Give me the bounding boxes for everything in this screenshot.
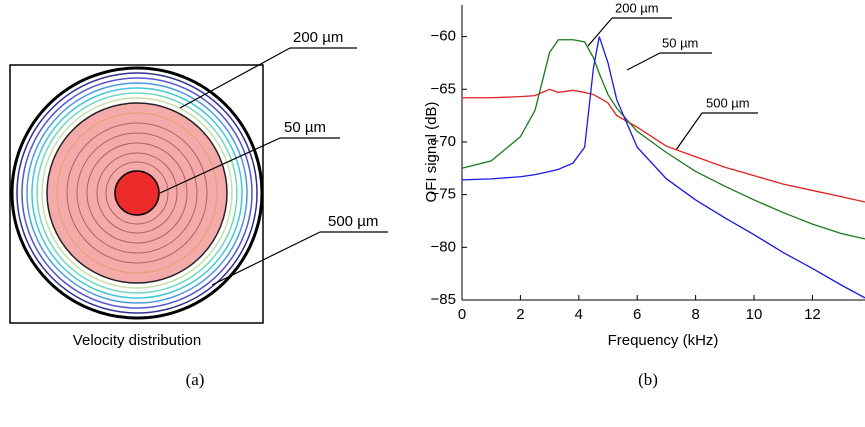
leader bbox=[211, 231, 321, 286]
x-axis-label: Frequency (kHz) bbox=[608, 332, 719, 349]
ring bbox=[66, 122, 208, 264]
ring bbox=[26, 82, 248, 304]
x-tick-label: 8 bbox=[691, 306, 699, 323]
leader bbox=[675, 112, 703, 151]
ring bbox=[56, 112, 218, 274]
series-line bbox=[461, 36, 865, 299]
x-tick-label: 12 bbox=[804, 306, 821, 323]
x-tick-label: 2 bbox=[516, 306, 524, 323]
y-tick-label: −80 bbox=[431, 238, 456, 255]
leader bbox=[626, 52, 661, 71]
ring bbox=[41, 97, 233, 289]
panel-b: Frequency (kHz) OFI signal (dB) −85 −80 −7… bbox=[423, 0, 865, 349]
ring bbox=[21, 77, 253, 309]
leaders bbox=[159, 47, 388, 286]
caption: Velocity distribution bbox=[73, 332, 201, 349]
y-tick-label: −75 bbox=[431, 186, 456, 203]
ring bbox=[36, 92, 238, 294]
y-axis-label: OFI signal (dB) bbox=[423, 102, 440, 203]
y-tick-label: −60 bbox=[431, 28, 456, 45]
inner-rings bbox=[56, 112, 218, 274]
x-tick-label: 4 bbox=[575, 306, 583, 323]
ring bbox=[31, 87, 243, 299]
leader bbox=[179, 47, 291, 109]
series-label: 50 µm bbox=[662, 35, 698, 50]
leaders bbox=[587, 17, 758, 151]
label: 50 µm bbox=[284, 119, 326, 136]
y-tick-label: −70 bbox=[431, 133, 456, 150]
core bbox=[114, 170, 160, 216]
series-label: 500 µm bbox=[706, 95, 750, 110]
ring bbox=[16, 72, 258, 314]
label: 500 µm bbox=[328, 213, 378, 230]
series-label: 200 µm bbox=[615, 0, 659, 15]
ring bbox=[96, 152, 178, 234]
subfigure-label: (b) bbox=[638, 370, 658, 389]
series-line bbox=[461, 39, 865, 240]
y-tick-label: −85 bbox=[431, 291, 456, 308]
x-tick-label: 10 bbox=[746, 306, 763, 323]
leader bbox=[587, 17, 613, 47]
ring bbox=[76, 132, 198, 254]
ring bbox=[105, 161, 169, 225]
series-line bbox=[462, 88, 865, 203]
label: 200 µm bbox=[293, 29, 343, 46]
y-tick-label: −65 bbox=[431, 80, 456, 97]
panel-a: 200 µm 50 µm 500 µm Velocity distributio… bbox=[9, 29, 388, 349]
x-tick-label: 6 bbox=[633, 306, 641, 323]
leader bbox=[159, 137, 281, 194]
subfigure-label: (a) bbox=[186, 370, 205, 389]
ring bbox=[86, 142, 188, 244]
x-tick-label: 0 bbox=[458, 306, 466, 323]
